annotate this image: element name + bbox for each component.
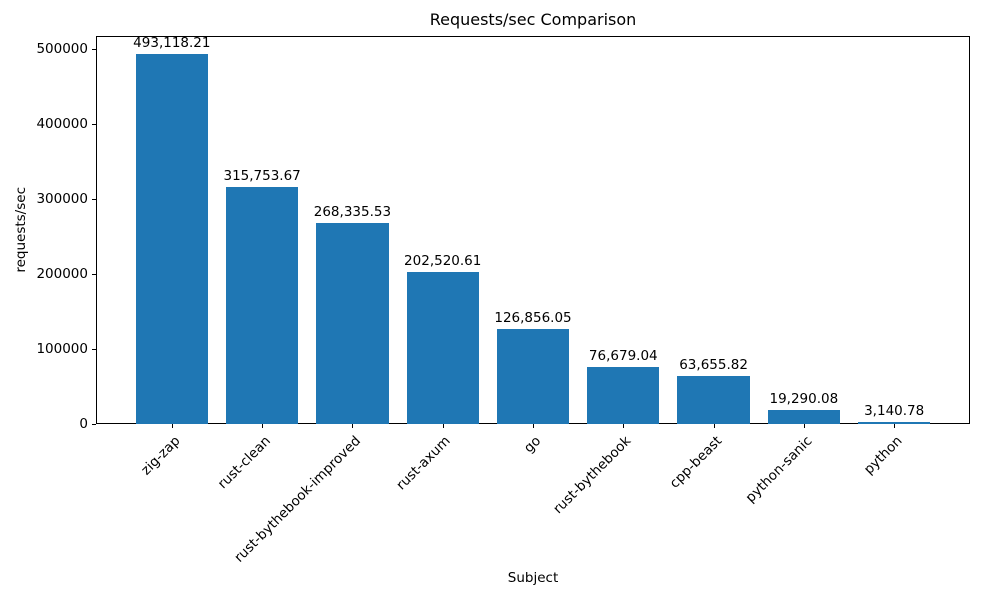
- x-tick-label-zig-zap: zig-zap: [137, 433, 184, 479]
- x-tick-label-rust-axum: rust-axum: [393, 433, 455, 494]
- x-tick-label-go: go: [521, 433, 545, 457]
- x-tick-label-rust-bythebook: rust-bythebook: [550, 433, 635, 518]
- bar-zig-zap: [135, 54, 208, 424]
- bar-value-label: 268,335.53: [313, 203, 392, 220]
- bar-python-sanic: [767, 409, 840, 424]
- x-tick-mark: [713, 424, 715, 428]
- y-tick-mark: [92, 349, 96, 351]
- bar-value-label: 493,118.21: [133, 35, 211, 52]
- x-tick-mark: [442, 424, 444, 428]
- x-tick-label-rust-clean: rust-clean: [214, 433, 274, 493]
- bar-rust-bythebook-improved: [316, 222, 389, 424]
- y-tick-mark: [92, 199, 96, 201]
- y-tick-label: 300000: [36, 191, 88, 208]
- bar-value-label: 19,290.08: [769, 390, 839, 407]
- x-tick-mark: [623, 424, 625, 428]
- bar-go: [496, 328, 570, 424]
- bar-rust-axum: [406, 272, 479, 424]
- y-axis-label-wrap: requests/sec: [8, 36, 34, 424]
- y-tick-mark: [92, 424, 96, 425]
- y-tick-label: 100000: [36, 341, 88, 358]
- y-axis-label: requests/sec: [13, 187, 29, 273]
- y-tick-label: 0: [79, 416, 88, 432]
- x-tick-mark: [262, 424, 264, 428]
- bar-rust-clean: [226, 187, 299, 424]
- x-tick-label-python-sanic: python-sanic: [742, 433, 816, 506]
- x-tick-mark: [803, 424, 805, 428]
- x-tick-mark: [352, 424, 354, 428]
- bar-value-label: 315,753.67: [223, 168, 301, 185]
- y-tick-mark: [92, 124, 96, 126]
- y-tick-mark: [92, 49, 96, 51]
- x-tick-label-cpp-beast: cpp-beast: [666, 433, 725, 492]
- x-tick-label-python: python: [860, 433, 906, 478]
- y-tick-label: 200000: [36, 266, 88, 283]
- chart-title: Requests/sec Comparison: [429, 10, 637, 29]
- bar-rust-bythebook: [587, 366, 660, 424]
- bar-value-label: 3,140.78: [864, 402, 925, 419]
- bar-value-label: 202,520.61: [404, 253, 482, 270]
- y-tick-mark: [92, 274, 96, 276]
- x-tick-mark: [894, 424, 896, 428]
- bar-cpp-beast: [677, 376, 750, 424]
- bar-value-label: 76,679.04: [588, 347, 658, 364]
- x-tick-mark: [171, 424, 173, 428]
- y-tick-label: 400000: [36, 116, 88, 133]
- bar-value-label: 126,856.05: [494, 309, 572, 326]
- bar-value-label: 63,655.82: [679, 357, 748, 374]
- bar-python: [858, 421, 931, 424]
- y-tick-label: 500000: [36, 41, 88, 58]
- x-axis-label: Subject: [507, 570, 559, 586]
- x-tick-mark: [533, 424, 534, 428]
